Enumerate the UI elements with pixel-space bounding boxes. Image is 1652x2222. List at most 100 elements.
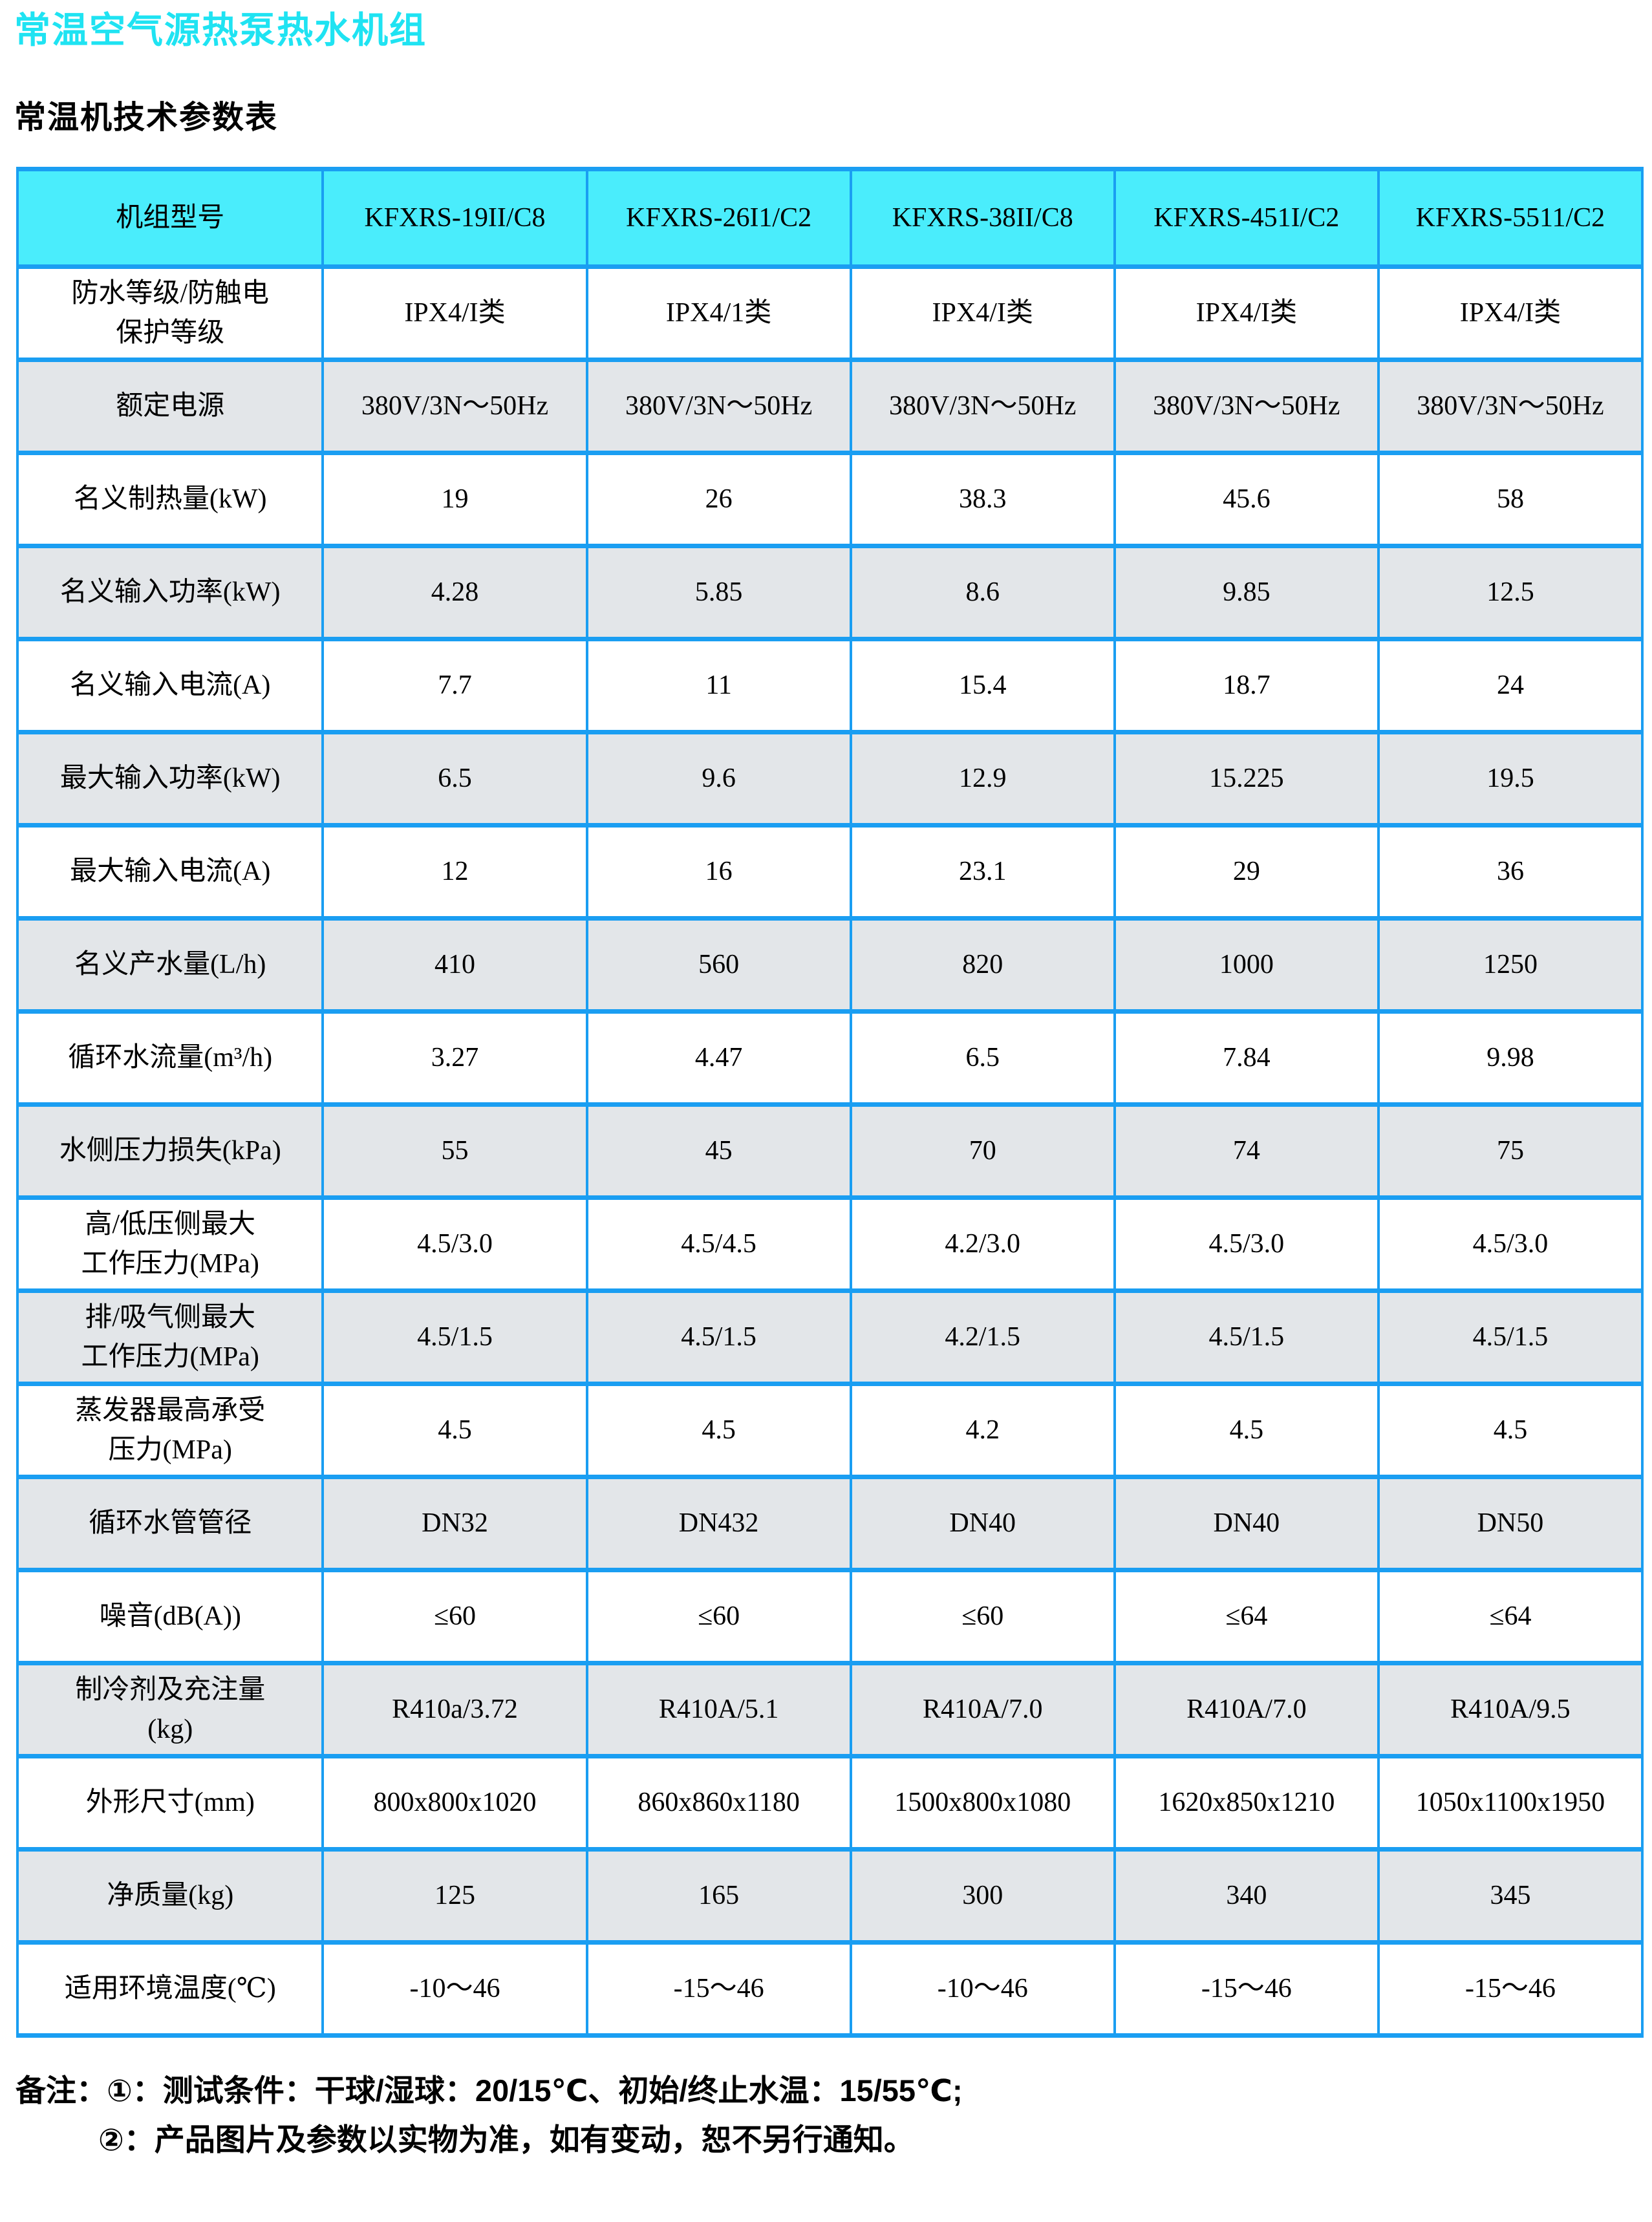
value-cell: 18.7	[1113, 637, 1380, 734]
row-label: 高/低压侧最大 工作压力(MPa)	[16, 1195, 325, 1293]
value-cell: 4.5/1.5	[321, 1288, 588, 1386]
row-label: 净质量(kg)	[16, 1847, 325, 1945]
value-cell: -15～46	[585, 1940, 852, 2038]
value-cell: 4.5/1.5	[1377, 1288, 1644, 1386]
note-line-1: 备注：①：测试条件：干球/湿球：20/15℃、初始/终止水温：15/55℃;	[16, 2073, 963, 2108]
value-cell: 4.2/1.5	[849, 1288, 1116, 1386]
value-cell: 7.7	[321, 637, 588, 734]
table-row: 名义产水量(L/h) 410 560 820 1000 1250	[16, 916, 1644, 1014]
value-cell: IPX4/I类	[321, 264, 588, 362]
value-cell: 16	[585, 823, 852, 921]
value-cell: 4.5	[1377, 1382, 1644, 1479]
header-model-cell: KFXRS-38II/C8	[849, 167, 1116, 269]
value-cell: DN32	[321, 1475, 588, 1572]
row-label: 名义输入电流(A)	[16, 637, 325, 734]
value-cell: 800x800x1020	[321, 1754, 588, 1852]
value-cell: 4.5	[321, 1382, 588, 1479]
value-cell: 24	[1377, 637, 1644, 734]
page-title: 常温空气源热泵热水机组	[14, 10, 427, 50]
value-cell: 410	[321, 916, 588, 1014]
value-cell: R410A/5.1	[585, 1661, 852, 1758]
value-cell: -10～46	[849, 1940, 1116, 2038]
value-cell: DN50	[1377, 1475, 1644, 1572]
value-cell: 45.6	[1113, 451, 1380, 548]
table-row: 名义输入功率(kW) 4.28 5.85 8.6 9.85 12.5	[16, 544, 1644, 641]
value-cell: 36	[1377, 823, 1644, 921]
value-cell: IPX4/I类	[1377, 264, 1644, 362]
value-cell: 4.5/1.5	[585, 1288, 852, 1386]
table-header-row: 机组型号 KFXRS-19II/C8 KFXRS-26I1/C2 KFXRS-3…	[16, 167, 1644, 269]
value-cell: 4.5/1.5	[1113, 1288, 1380, 1386]
value-cell: R410a/3.72	[321, 1661, 588, 1758]
value-cell: 45	[585, 1102, 852, 1200]
value-cell: 4.5/4.5	[585, 1195, 852, 1293]
table-row: 额定电源 380V/3N～50Hz 380V/3N～50Hz 380V/3N～50Hz…	[16, 358, 1644, 455]
value-cell: 4.5/3.0	[1377, 1195, 1644, 1293]
row-label: 防水等级/防触电 保护等级	[16, 264, 325, 362]
value-cell: 12	[321, 823, 588, 921]
header-model-cell: KFXRS-26I1/C2	[585, 167, 852, 269]
value-cell: 340	[1113, 1847, 1380, 1945]
value-cell: 23.1	[849, 823, 1116, 921]
header-model-cell: KFXRS-451I/C2	[1113, 167, 1380, 269]
row-label: 排/吸气侧最大 工作压力(MPa)	[16, 1288, 325, 1386]
row-label: 外形尺寸(mm)	[16, 1754, 325, 1852]
value-cell: 58	[1377, 451, 1644, 548]
value-cell: 74	[1113, 1102, 1380, 1200]
value-cell: 9.85	[1113, 544, 1380, 641]
table-row: 适用环境温度(℃) -10～46 -15～46 -10～46 -15～46 -15～46	[16, 1940, 1644, 2038]
value-cell: 8.6	[849, 544, 1116, 641]
value-cell: R410A/7.0	[1113, 1661, 1380, 1758]
value-cell: R410A/7.0	[849, 1661, 1116, 1758]
value-cell: 4.5/3.0	[321, 1195, 588, 1293]
value-cell: ≤60	[321, 1568, 588, 1665]
value-cell: 4.47	[585, 1009, 852, 1107]
value-cell: IPX4/I类	[849, 264, 1116, 362]
table-row: 最大输入功率(kW) 6.5 9.6 12.9 15.225 19.5	[16, 730, 1644, 828]
table-row: 制冷剂及充注量 (kg) R410a/3.72 R410A/5.1 R410A/7.0…	[16, 1661, 1644, 1758]
value-cell: 19	[321, 451, 588, 548]
table-row: 防水等级/防触电 保护等级 IPX4/I类 IPX4/1类 IPX4/I类 IPX4/I…	[16, 264, 1644, 362]
value-cell: 4.5	[1113, 1382, 1380, 1479]
row-label: 循环水管管径	[16, 1475, 325, 1572]
value-cell: 15.225	[1113, 730, 1380, 828]
table-row: 名义输入电流(A) 7.7 11 15.4 18.7 24	[16, 637, 1644, 734]
value-cell: 125	[321, 1847, 588, 1945]
row-label: 蒸发器最高承受 压力(MPa)	[16, 1382, 325, 1479]
row-label: 额定电源	[16, 358, 325, 455]
value-cell: 165	[585, 1847, 852, 1945]
value-cell: 6.5	[849, 1009, 1116, 1107]
value-cell: DN40	[1113, 1475, 1380, 1572]
value-cell: 55	[321, 1102, 588, 1200]
table-row: 名义制热量(kW) 19 26 38.3 45.6 58	[16, 451, 1644, 548]
value-cell: 345	[1377, 1847, 1644, 1945]
header-label-cell: 机组型号	[16, 167, 325, 269]
value-cell: 1050x1100x1950	[1377, 1754, 1644, 1852]
table-row: 噪音(dB(A)) ≤60 ≤60 ≤60 ≤64 ≤64	[16, 1568, 1644, 1665]
notes: 备注：①：测试条件：干球/湿球：20/15℃、初始/终止水温：15/55℃; ②…	[16, 2066, 963, 2164]
table-row: 排/吸气侧最大 工作压力(MPa) 4.5/1.5 4.5/1.5 4.2/1.5 4.…	[16, 1288, 1644, 1386]
value-cell: 4.2	[849, 1382, 1116, 1479]
table-row: 循环水流量(m³/h) 3.27 4.47 6.5 7.84 9.98	[16, 1009, 1644, 1107]
value-cell: -15～46	[1113, 1940, 1380, 2038]
value-cell: ≤64	[1377, 1568, 1644, 1665]
value-cell: 4.5	[585, 1382, 852, 1479]
value-cell: ≤60	[849, 1568, 1116, 1665]
value-cell: 1620x850x1210	[1113, 1754, 1380, 1852]
note-line-2: ②：产品图片及参数以实物为准，如有变动，恕不另行通知。	[98, 2122, 914, 2157]
value-cell: ≤64	[1113, 1568, 1380, 1665]
header-model-cell: KFXRS-5511/C2	[1377, 167, 1644, 269]
table-row: 循环水管管径 DN32 DN432 DN40 DN40 DN50	[16, 1475, 1644, 1572]
value-cell: 380V/3N～50Hz	[1113, 358, 1380, 455]
value-cell: -15～46	[1377, 1940, 1644, 2038]
table-body: 防水等级/防触电 保护等级 IPX4/I类 IPX4/1类 IPX4/I类 IPX4/I…	[16, 264, 1644, 2038]
value-cell: 19.5	[1377, 730, 1644, 828]
value-cell: 26	[585, 451, 852, 548]
value-cell: IPX4/I类	[1113, 264, 1380, 362]
row-label: 最大输入电流(A)	[16, 823, 325, 921]
value-cell: 4.5/3.0	[1113, 1195, 1380, 1293]
row-label: 制冷剂及充注量 (kg)	[16, 1661, 325, 1758]
value-cell: 3.27	[321, 1009, 588, 1107]
value-cell: 15.4	[849, 637, 1116, 734]
value-cell: DN40	[849, 1475, 1116, 1572]
